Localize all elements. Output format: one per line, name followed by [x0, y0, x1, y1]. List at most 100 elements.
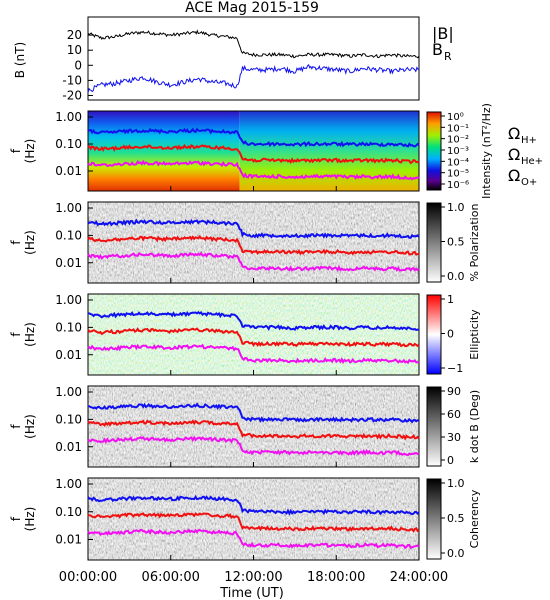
- gyro-legend-ion: He+: [521, 156, 543, 167]
- y-axis-label: f: [9, 148, 23, 153]
- legend-b-r: B: [432, 40, 443, 59]
- colorbar-tick-label: 1.0: [447, 477, 465, 490]
- h-plus-gyro-line: [87, 218, 420, 239]
- y-tick-label: 0.01: [55, 256, 82, 270]
- y-axis-label: f: [9, 240, 23, 245]
- ellipticity-panel: 1.00 0.10 0.01 f (Hz) 1 0 −1 Ellipticity: [9, 293, 481, 376]
- panel-frame: [87, 16, 420, 101]
- x-tick-label: 12:00:00: [224, 570, 282, 585]
- colorbar-tick-label: 10⁻⁵: [447, 169, 469, 180]
- heatmap-image: [88, 202, 419, 283]
- y-tick-label: -20: [62, 88, 82, 102]
- y-tick-label: 10: [67, 43, 82, 57]
- colorbar-tick-label: 10⁻²: [447, 135, 469, 146]
- colorbar-tick-label: 10⁰: [447, 112, 464, 123]
- colorbar-tick-label: 0.0: [447, 270, 465, 283]
- colorbar-tick-label: 90: [447, 385, 461, 398]
- o-plus-gyro-line: [87, 343, 420, 365]
- y-axis-label: B (nT): [13, 42, 27, 78]
- h-plus-gyro-line: [87, 127, 420, 148]
- y-tick-label: 0.01: [55, 533, 82, 547]
- colorbar-tick-label: 0: [447, 454, 454, 467]
- colorbar-label: Ellipticity: [468, 309, 481, 360]
- y-tick-label: 0.10: [55, 228, 82, 242]
- y-tick-label: 0.10: [55, 412, 82, 426]
- colorbar-tick-label: 10⁻⁴: [447, 157, 469, 168]
- colorbar-label: k dot B (Deg): [468, 390, 481, 463]
- y-axis-label: f: [9, 332, 23, 337]
- polarization-panel: 1.00 0.10 0.01 f (Hz) 1.0 0.5 0.0% Polarization: [9, 201, 481, 284]
- gyro-legend-omega: Ω: [508, 124, 520, 143]
- o-plus-gyro-line: [87, 251, 420, 272]
- y-tick-label: 0.10: [55, 320, 82, 334]
- heatmap-image: [88, 294, 419, 375]
- h-plus-gyro-line: [87, 494, 420, 516]
- o-plus-gyro-line: [87, 159, 420, 181]
- y-tick-label: 0.01: [55, 348, 82, 362]
- y-axis-label-units: (Hz): [23, 507, 37, 532]
- kdotb-panel: 1.00 0.10 0.01 f (Hz) 90 60 30 0 k dot B (Deg): [9, 385, 481, 468]
- colorbar-tick-label: 0.5: [447, 236, 465, 249]
- y-axis-label-units: (Hz): [23, 322, 37, 347]
- y-axis-label: f: [9, 516, 23, 521]
- heatmap-image: [88, 478, 419, 560]
- y-tick-label: 20: [67, 28, 82, 42]
- y-tick-label: 0.01: [55, 440, 82, 454]
- gyro-legend-omega: Ω: [508, 145, 520, 164]
- y-axis-label-units: (Hz): [23, 139, 37, 164]
- y-tick-label: 1.00: [55, 385, 82, 399]
- he-plus-gyro-line: [87, 419, 420, 441]
- y-axis-label-units: (Hz): [23, 230, 37, 255]
- x-tick-label: 24:00:00: [390, 570, 448, 585]
- gyro-legend: Ω H+Ω He+Ω O+: [508, 124, 543, 188]
- colorbar-tick-label: 10⁻³: [447, 146, 469, 157]
- y-tick-label: 1.00: [55, 201, 82, 215]
- o-plus-gyro-line: [87, 435, 420, 457]
- y-tick-label: -10: [62, 73, 82, 87]
- gyro-legend-ion: H+: [521, 135, 537, 146]
- colorbar-tick-label: 0.5: [447, 512, 465, 525]
- y-tick-label: 1.00: [55, 293, 82, 307]
- gyro-legend-ion: O+: [521, 177, 537, 188]
- he-plus-gyro-line: [87, 512, 420, 533]
- colorbar: [426, 202, 442, 283]
- intensity-panel: 1.00 0.10 0.01 f (Hz) 10⁰10⁻¹10⁻²10⁻³10⁻⁴10⁻⁵…: [9, 103, 493, 199]
- y-tick-label: 0: [74, 58, 82, 72]
- colorbar: [426, 478, 442, 560]
- o-plus-gyro-line: [87, 528, 420, 550]
- colorbar-label: Coherency: [468, 489, 481, 548]
- colorbar-tick-label: 1.0: [447, 201, 465, 214]
- x-tick-label: 00:00:00: [59, 570, 117, 585]
- series-b-r-line: [87, 63, 420, 93]
- legend-b-r-subscript: R: [444, 50, 452, 63]
- he-plus-gyro-line: [87, 143, 420, 165]
- colorbar-label: Intensity (nT²/Hz): [480, 103, 493, 199]
- y-tick-label: 0.10: [55, 505, 82, 519]
- he-plus-gyro-line: [87, 235, 420, 256]
- colorbar-label: % Polarization: [468, 204, 481, 282]
- he-plus-gyro-line: [87, 327, 420, 348]
- colorbar-tick-label: 0: [447, 328, 454, 341]
- y-tick-label: 0.01: [55, 164, 82, 178]
- y-tick-label: 1.00: [55, 110, 82, 124]
- time-axis: 00:00:00 06:00:00 12:00:00 18:00:00 24:00:00: [59, 570, 448, 585]
- x-tick-label: 06:00:00: [142, 570, 200, 585]
- y-axis-label: f: [9, 424, 23, 429]
- y-tick-label: 1.00: [55, 477, 82, 491]
- heatmap-image: [239, 111, 419, 191]
- colorbar-tick-label: 10⁻¹: [447, 123, 469, 134]
- colorbar: [426, 386, 442, 467]
- y-axis-label-units: (Hz): [23, 414, 37, 439]
- x-tick-label: 18:00:00: [307, 570, 365, 585]
- colorbar-tick-label: 0.0: [447, 547, 465, 560]
- colorbar-tick-label: 30: [447, 431, 461, 444]
- colorbar-tick-label: 1: [447, 293, 454, 306]
- colorbar-tick-label: 60: [447, 408, 461, 421]
- h-plus-gyro-line: [87, 310, 420, 331]
- colorbar-tick-label: −1: [447, 362, 463, 375]
- figure-title: ACE Mag 2015-159: [185, 0, 319, 16]
- colorbar: [426, 294, 442, 375]
- series-b-total-line: [87, 29, 420, 59]
